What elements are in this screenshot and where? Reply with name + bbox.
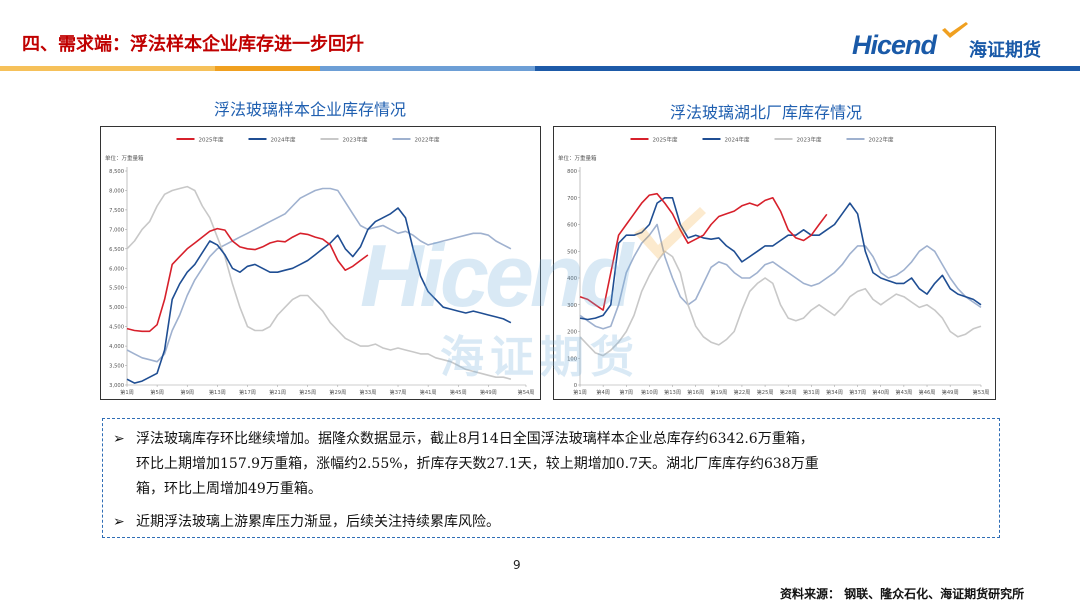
chart2-x-tick-label: 第31周 [803,388,820,396]
chart2-x-tick-label: 第53周 [973,388,990,396]
chart1-y-tick-label: 5,500 [109,286,124,292]
chart1-x-tick-label: 第17周 [239,388,256,396]
chart1-x-tick-label: 第21周 [269,388,286,396]
chart2-y-tick-label: 100 [567,356,577,362]
header-band-blue-dark [535,66,1080,71]
chart2-y-tick-label: 300 [567,303,577,309]
chart1-unit-label: 单位：万重量箱 [105,154,144,162]
note-line-4: 近期浮法玻璃上游累库压力渐显，后续关注持续累库风险。 [136,514,500,530]
chart2-x-tick-label: 第34周 [826,388,843,396]
chart1-legend-label: 2025年度 [199,136,224,144]
data-source: 资料来源： 钢联、隆众石化、海证期货研究所 [780,587,1025,601]
analysis-notes-box: ➢ 浮法玻璃库存环比继续增加。据隆众数据显示，截止8月14日全国浮法玻璃样本企业… [102,418,1000,538]
chart2-series-2022年度 [579,223,982,330]
chart1-x-tick-label: 第33周 [359,388,376,396]
chart1-x-tick-label: 第37周 [390,388,407,396]
chart1-x-tick-label: 第25周 [299,388,316,396]
chart1-y-tick-label: 5,000 [109,305,124,311]
chart2-frame: 2025年度 2024年度 2023年度 2022年度单位：万重量箱 0 100 200 30… [553,126,996,400]
logo-check-icon [942,22,968,38]
header-band-yellow-left [0,66,215,71]
chart2-series-2023年度 [579,250,982,357]
chart1-y-tick-label: 6,500 [109,247,124,253]
chart1-y-tick-label: 6,000 [109,266,124,272]
chart2-x-tick-label: 第4周 [596,388,610,396]
chart2-x-tick-label: 第28周 [780,388,797,396]
chart2-x-tick-label: 第40周 [872,388,889,396]
header-band-blue-light [320,66,535,71]
logo-wordmark: Hicend [852,30,937,60]
chart1-x-tick-label: 第45周 [450,388,467,396]
chart1-legend-label: 2024年度 [271,136,296,144]
chart2-unit-label: 单位：万重量箱 [558,154,597,162]
chart1-legend-label: 2023年度 [343,136,368,144]
page-title: 四、需求端：浮法样本企业库存进一步回升 [22,34,364,55]
note-line-2: 环比上期增加157.9万重箱，涨幅约2.55%，折库存天数27.1天，较上期增加… [136,456,819,472]
chart1-title: 浮法玻璃样本企业库存情况 [214,100,407,119]
chart2-y-tick-label: 0 [574,383,577,389]
chart2-x-tick-label: 第10周 [641,388,658,396]
chart2-y-tick-label: 400 [567,276,577,282]
chart1-x-tick-label: 第9周 [180,388,194,396]
chart2-x-tick-label: 第16周 [687,388,704,396]
chart2-x-tick-label: 第7周 [619,388,633,396]
chart2-legend-label: 2025年度 [653,136,678,144]
chart1-x-tick-label: 第5周 [150,388,164,396]
chart1-y-tick-label: 7,000 [109,227,124,233]
chart1-y-tick-label: 4,000 [109,344,124,350]
chart2-x-tick-label: 第37周 [849,388,866,396]
chart1-series-2023年度 [126,185,512,380]
hicend-logo: Hicend 海证期货 [852,22,1062,64]
chart1-x-tick-label: 第1周 [120,388,134,396]
chart2-x-tick-label: 第19周 [710,388,727,396]
chart1-series-2025年度 [126,227,369,333]
chart1-x-tick-label: 第13周 [209,388,226,396]
chart1-frame: 2025年度 2024年度 2023年度 2022年度单位：万重量箱 3,000 3,50… [100,126,541,400]
chart1-y-tick-label: 3,500 [109,364,124,370]
bullet-arrow-icon: ➢ [113,431,125,447]
chart2-series-2024年度 [579,197,982,321]
chart1-series-2022年度 [126,187,512,363]
note-line-3: 箱，环比上周增加49万重箱。 [136,481,322,497]
chart2-y-tick-label: 600 [567,223,577,229]
chart1-x-tick-label: 第41周 [420,388,437,396]
note-line-1: 浮法玻璃库存环比继续增加。据隆众数据显示，截止8月14日全国浮法玻璃样本企业总库… [136,431,814,447]
chart1-legend: 2025年度 2024年度 2023年度 2022年度 [176,136,440,144]
chart2-legend-label: 2023年度 [797,136,822,144]
chart1-y-tick-label: 8,500 [109,169,124,175]
chart1-y-tick-label: 8,000 [109,188,124,194]
chart2-legend: 2025年度 2024年度 2023年度 2022年度 [630,136,894,144]
chart2-x-tick-label: 第46周 [919,388,936,396]
chart2-x-tick-label: 第43周 [895,388,912,396]
chart1-x-tick-label: 第49周 [480,388,497,396]
chart2-legend-label: 2024年度 [725,136,750,144]
chart2-x-tick-label: 第49周 [942,388,959,396]
chart2-legend-label: 2022年度 [869,136,894,144]
bullet-arrow-icon: ➢ [113,514,125,530]
chart2-x-tick-label: 第22周 [733,388,750,396]
chart2-x-tick-label: 第25周 [757,388,774,396]
chart1-legend-label: 2022年度 [415,136,440,144]
chart1-series-2024年度 [126,207,512,384]
chart1-x-tick-label: 第29周 [329,388,346,396]
header-band-orange [215,66,320,71]
chart2-title: 浮法玻璃湖北厂库库存情况 [670,103,863,122]
chart2-y-tick-label: 200 [567,330,577,336]
chart1-x-tick-label: 第54周 [518,388,535,396]
page-number: 9 [513,558,521,572]
chart2-x-tick-label: 第13周 [664,388,681,396]
chart1-y-tick-label: 7,500 [109,208,124,214]
chart1-y-tick-label: 3,000 [109,383,124,389]
chart2-y-tick-label: 500 [567,249,577,255]
chart2-y-tick-label: 800 [567,169,577,175]
chart2-series-2025年度 [579,192,828,311]
chart2-y-tick-label: 700 [567,196,577,202]
logo-chinese-name: 海证期货 [969,40,1041,61]
chart2-x-tick-label: 第1周 [573,388,587,396]
chart1-y-tick-label: 4,500 [109,325,124,331]
